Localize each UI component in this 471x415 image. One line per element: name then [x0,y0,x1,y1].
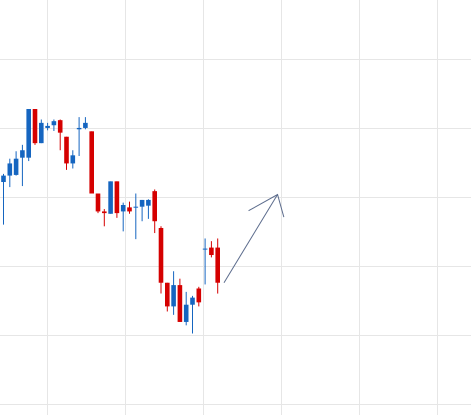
candle-body [83,122,88,128]
candle [39,119,44,144]
candle-body [45,125,50,128]
candle [76,117,82,156]
candle-body [57,120,63,133]
candle [70,150,76,169]
candle [45,122,50,131]
candle-body [89,131,94,194]
candle-body [183,304,189,322]
candle-body [39,122,44,144]
candle [171,271,176,315]
candle [133,193,139,240]
candle [102,209,107,227]
candle [196,286,202,307]
projection-line [223,194,278,284]
candle [7,158,13,188]
candle [1,173,6,225]
candle [20,144,25,187]
candle-body [108,181,113,214]
candle-body [51,121,57,126]
candle-body [20,150,25,158]
candle-body [215,247,220,283]
candle [146,199,151,219]
candle-body [64,136,69,164]
candle [64,136,69,170]
candle-body [202,248,208,250]
candles [1,109,220,334]
candle-body [139,199,145,207]
candle [114,181,120,218]
candle-body [171,285,176,307]
candle [190,295,195,334]
candle-body [76,127,82,130]
candle [177,278,183,322]
candle-body [102,211,107,214]
candle [57,119,63,151]
candle-body [32,109,38,144]
candle-body [177,285,183,322]
candle [83,117,88,130]
candle [89,131,94,194]
candle [215,238,220,294]
candle-body [165,282,170,307]
candle-body [133,206,139,208]
candle [209,241,214,258]
candle-body [7,163,13,176]
candle [120,202,126,232]
candle [152,189,157,234]
candle [183,291,189,326]
candle [32,109,38,145]
candle-body [127,207,132,212]
candle-body [146,199,151,206]
candle-body [152,191,157,222]
candle [13,151,19,176]
candle [139,199,145,222]
candle-body [158,227,164,283]
candle [202,238,208,285]
candle-body [190,297,195,305]
candle [26,109,31,162]
candle [108,181,113,214]
candle-body [26,109,31,158]
candle-body [70,155,76,164]
candle [158,226,164,294]
candle-body [114,181,120,214]
candle [165,282,170,312]
candle-body [95,193,101,212]
candle [51,119,57,131]
candle-body [1,175,6,183]
candle-body [13,158,19,175]
projection-arrow [248,193,285,218]
candle-body [209,247,214,256]
candle-body [120,205,126,212]
drawings [223,193,285,284]
candle-body [196,288,202,303]
candle [127,201,132,214]
candle [95,193,101,214]
